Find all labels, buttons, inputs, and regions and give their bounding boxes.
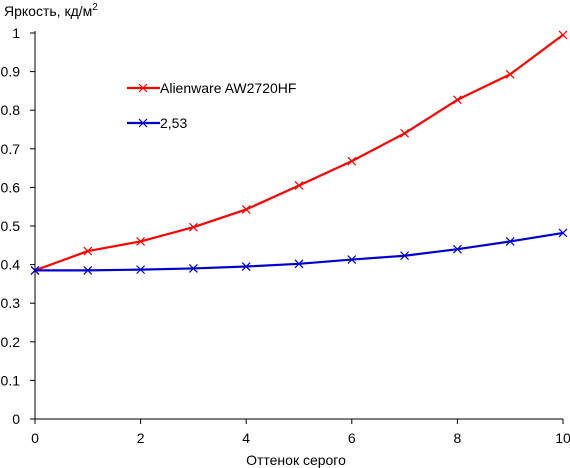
data-point-marker: [505, 237, 515, 246]
data-point-marker: [30, 265, 40, 275]
data-point-marker: [83, 246, 93, 256]
data-point-marker: [452, 244, 462, 254]
marker-stroke: [294, 181, 304, 190]
marker-stroke: [505, 69, 515, 79]
data-point-marker: [83, 265, 93, 275]
marker-stroke: [558, 228, 568, 238]
marker-stroke: [347, 255, 357, 265]
legend: Alienware AW2720HF 2,53: [127, 80, 296, 131]
legend-label: Alienware AW2720HF: [160, 80, 296, 96]
data-point-marker: [452, 95, 462, 105]
y-tick-label: 0.7: [1, 141, 21, 157]
series-line-1: [35, 231, 564, 272]
y-tick-label: 0.5: [1, 218, 21, 234]
x-axis-label: Оттенок серого: [246, 452, 346, 468]
data-point-marker: [558, 30, 568, 40]
data-point-marker: [400, 251, 410, 261]
data-point-marker: [347, 156, 357, 166]
marker-stroke: [400, 128, 410, 138]
data-point-marker: [505, 69, 515, 79]
y-tick-label: 0.4: [1, 257, 21, 273]
legend-marker: [138, 118, 148, 128]
marker-stroke: [452, 95, 462, 105]
marker-stroke: [188, 264, 198, 273]
ticks: 00.10.20.30.40.50.60.70.80.910 2 4 6 8 10: [1, 25, 570, 446]
data-point-marker: [188, 222, 198, 232]
marker-stroke: [188, 222, 198, 232]
data-point-marker: [294, 181, 304, 190]
marker-stroke: [452, 244, 462, 254]
marker-stroke: [558, 30, 568, 40]
marker-stroke: [30, 265, 40, 275]
data-point-marker: [294, 259, 304, 269]
y-tick-label: 0: [12, 411, 20, 427]
x-tick-label: 4: [242, 430, 250, 446]
data-point-marker: [400, 128, 410, 138]
series-lines: [30, 30, 568, 275]
marker-stroke: [83, 265, 93, 275]
series-line-0: [34, 34, 564, 272]
marker-stroke: [83, 246, 93, 256]
marker-stroke: [241, 204, 251, 214]
data-point-marker: [241, 204, 251, 214]
marker-stroke: [241, 262, 251, 271]
marker-stroke: [136, 265, 146, 275]
x-tick-label: 2: [137, 430, 145, 446]
y-tick-label: 0.3: [1, 295, 21, 311]
y-tick-label: 0.9: [1, 64, 21, 80]
data-point-marker: [558, 228, 568, 238]
legend-label: 2,53: [160, 115, 187, 131]
y-tick-label: 1: [12, 25, 20, 41]
marker-stroke: [136, 237, 146, 246]
marker-stroke: [400, 251, 410, 261]
data-point-marker: [188, 264, 198, 273]
data-point-marker: [136, 237, 146, 246]
data-point-marker: [241, 262, 251, 271]
axes: [34, 31, 563, 420]
y-axis-label: Яркость, кд/м2: [4, 2, 98, 19]
x-tick-label: 10: [555, 430, 570, 446]
x-tick-label: 0: [31, 430, 39, 446]
marker-stroke: [505, 237, 515, 246]
legend-marker: [138, 83, 148, 93]
y-tick-label: 0.6: [1, 179, 21, 195]
y-tick-label: 0.2: [1, 334, 21, 350]
data-point-marker: [347, 255, 357, 265]
x-tick-label: 8: [454, 430, 462, 446]
y-tick-label: 0.8: [1, 102, 21, 118]
marker-stroke: [347, 156, 357, 166]
y-tick-label: 0.1: [1, 372, 21, 388]
x-tick-label: 6: [348, 430, 356, 446]
data-point-marker: [136, 265, 146, 275]
marker-stroke: [294, 259, 304, 269]
